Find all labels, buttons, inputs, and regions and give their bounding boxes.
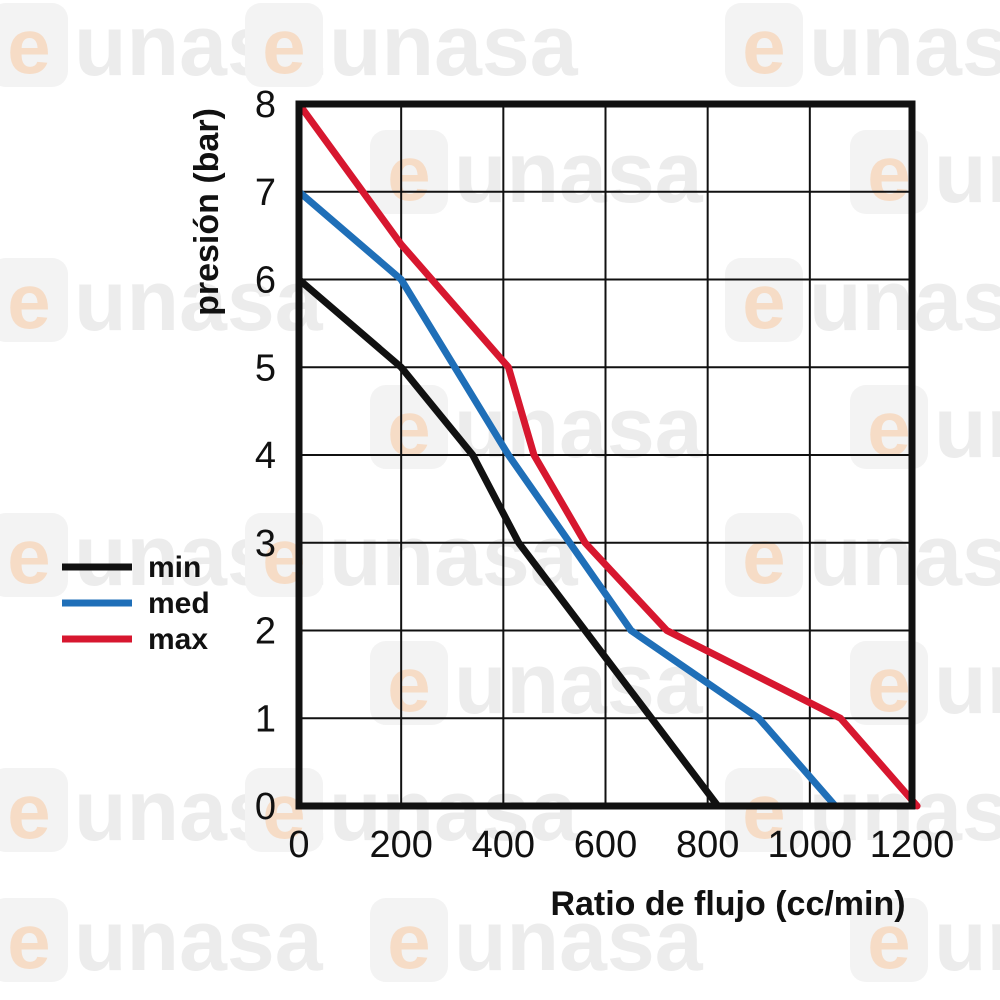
x-tick-label: 600	[574, 824, 637, 866]
watermark-letter: e	[7, 767, 50, 855]
watermark-badge	[370, 641, 448, 725]
x-tick-label: 1000	[768, 824, 853, 866]
watermark-letter: e	[7, 257, 50, 345]
watermark-text: unasa	[329, 508, 579, 604]
y-tick-label: 7	[255, 172, 276, 214]
watermark-text: unasa	[74, 253, 324, 349]
series-layer	[295, 100, 921, 810]
y-tick-labels: 0 1 2 3 4 5 6 7 8	[255, 84, 276, 828]
watermark-letter: e	[867, 384, 910, 472]
watermark-badge	[725, 768, 803, 852]
watermark-letter: e	[7, 897, 50, 985]
watermark-letter: e	[867, 897, 910, 985]
watermark-text: unasa	[454, 893, 704, 989]
legend-label-min: min	[148, 551, 201, 584]
x-tick-label: 800	[676, 824, 739, 866]
watermark-letter: e	[742, 2, 785, 90]
watermark-text: unasa	[809, 508, 1000, 604]
watermark-badge	[0, 898, 68, 982]
y-tick-label: 4	[255, 435, 276, 477]
legend-label-med: med	[148, 587, 210, 620]
watermark-text: unasa	[454, 125, 704, 221]
watermark-badge	[370, 130, 448, 214]
watermark-text: unasa	[934, 125, 1000, 221]
y-tick-label: 1	[255, 698, 276, 740]
y-tick-label: 3	[255, 523, 276, 565]
watermark-text: unasa	[74, 893, 324, 989]
y-axis-title: presión (bar)	[188, 108, 226, 316]
x-axis-title: Ratio de flujo (cc/min)	[550, 885, 905, 923]
x-tick-label: 0	[288, 824, 309, 866]
watermark-badge	[725, 3, 803, 87]
watermark-text: unasa	[934, 893, 1000, 989]
legend-label-max: max	[148, 623, 208, 656]
watermark-text: unasa	[329, 763, 579, 859]
watermark-text: unasa	[934, 380, 1000, 476]
watermark-text: unasa	[809, 0, 1000, 94]
watermark-letter: e	[742, 767, 785, 855]
watermark-letter: e	[262, 2, 305, 90]
watermark-badge	[0, 513, 68, 597]
watermark-badge	[245, 3, 323, 87]
x-tick-label: 1200	[870, 824, 955, 866]
watermark-letter: e	[7, 512, 50, 600]
watermark-letter: e	[742, 512, 785, 600]
watermark-letter: e	[867, 129, 910, 217]
series-line-max	[295, 100, 921, 810]
y-tick-label: 5	[255, 347, 276, 389]
watermark-letter: e	[7, 2, 50, 90]
watermark-badge	[370, 898, 448, 982]
watermark-text: unasa	[934, 636, 1000, 732]
plot-frame	[295, 100, 916, 810]
watermark-text: unasa	[809, 253, 1000, 349]
x-tick-label: 400	[472, 824, 535, 866]
watermark-badge	[850, 898, 928, 982]
y-tick-label: 6	[255, 260, 276, 302]
series-line-med	[295, 188, 839, 810]
x-tick-label: 200	[369, 824, 432, 866]
watermark-badge	[0, 258, 68, 342]
watermark-letter: e	[867, 640, 910, 728]
watermark-text: unasa	[809, 763, 1000, 859]
watermark-letter: e	[387, 129, 430, 217]
y-tick-label: 8	[255, 84, 276, 126]
watermark-badge	[245, 513, 323, 597]
watermark-badge	[0, 768, 68, 852]
watermark-badge	[245, 768, 323, 852]
watermark-text: unasa	[329, 0, 579, 94]
x-tick-labels: 0 200 400 600 800 1000 1200	[288, 824, 954, 866]
watermark-badge	[725, 513, 803, 597]
watermark-letter: e	[387, 640, 430, 728]
y-tick-label: 2	[255, 611, 276, 653]
watermark-badge	[0, 3, 68, 87]
watermark-letter: e	[742, 257, 785, 345]
watermark-letter: e	[387, 897, 430, 985]
y-tick-label: 0	[255, 786, 276, 828]
series-line-min	[295, 276, 722, 810]
